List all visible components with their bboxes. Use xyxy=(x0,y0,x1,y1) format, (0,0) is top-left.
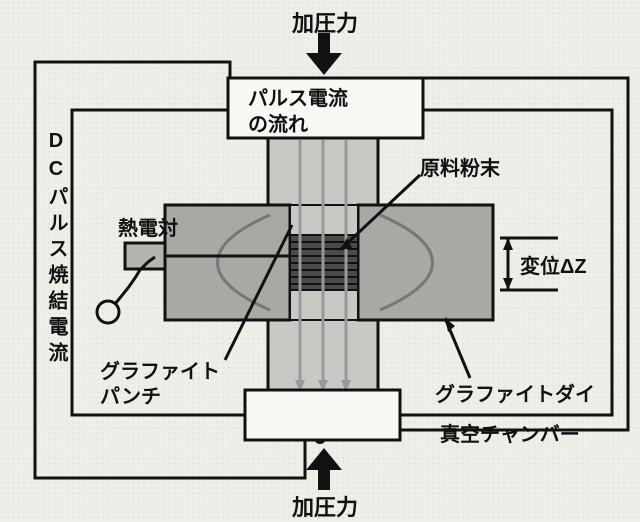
pressure-arrow-bottom xyxy=(306,448,342,490)
label-pressure-bottom: 加圧力 xyxy=(292,490,358,522)
label-pulse-l2: の流れ xyxy=(248,108,308,137)
die-left xyxy=(165,205,290,320)
label-vacuum-chamber: 真空チャンバー xyxy=(440,418,580,447)
label-thermocouple: 熱電対 xyxy=(118,212,178,241)
die-right xyxy=(358,205,493,320)
label-raw-powder: 原料粉末 xyxy=(420,152,500,181)
diagram-stage: 加圧力 パルス電流 の流れ DCパルス焼結電流 熱電対 グラファイト パンチ 原… xyxy=(0,0,640,522)
label-graphite-die: グラファイトダイ xyxy=(435,378,595,407)
label-displacement: 変位ΔZ xyxy=(520,250,587,279)
label-pressure-top: 加圧力 xyxy=(292,6,358,38)
pressure-arrow-top xyxy=(306,33,342,75)
lower-electrode-box xyxy=(245,390,400,440)
label-pulse-l1: パルス電流 xyxy=(248,82,348,111)
label-dc-current: DCパルス焼結電流 xyxy=(42,130,71,368)
label-graphite-punch-l2: パンチ xyxy=(100,380,161,409)
